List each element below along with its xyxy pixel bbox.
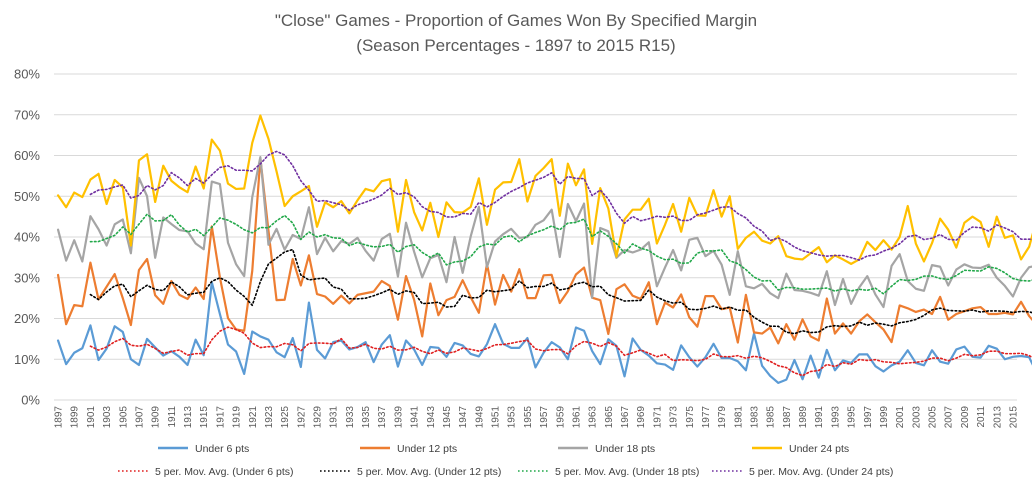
x-tick-label: 1973 (669, 406, 680, 429)
x-tick-label: 1933 (345, 406, 356, 429)
y-tick-label: 40% (14, 230, 40, 245)
x-tick-label: 1987 (782, 406, 793, 429)
legend-label: Under 12 pts (397, 443, 457, 455)
legend-label: Under 18 pts (595, 443, 655, 455)
x-tick-label: 1959 (555, 406, 566, 429)
x-tick-label: 1899 (70, 406, 81, 429)
x-tick-label: 1921 (248, 406, 259, 429)
x-tick-label: 1911 (167, 406, 178, 428)
x-tick-label: 1937 (377, 406, 388, 429)
series-line-under-24-pts (56, 114, 1032, 265)
gridlines (54, 73, 1017, 401)
x-tick-label: 1923 (264, 406, 275, 429)
x-tick-label: 2007 (944, 406, 955, 429)
x-tick-label: 2005 (928, 406, 939, 429)
x-tick-label: 1985 (766, 406, 777, 429)
x-tick-label: 1967 (620, 406, 631, 429)
series-line-5-per-mov-avg-under-18-pts (89, 213, 1032, 295)
x-tick-label: 1945 (442, 406, 453, 429)
x-tick-label: 1969 (636, 406, 647, 429)
chart-subtitle: (Season Percentages - 1897 to 2015 R15) (356, 36, 675, 55)
x-tick-label: 1943 (426, 406, 437, 429)
x-tick-label: 1961 (571, 406, 582, 429)
y-tick-label: 10% (14, 352, 40, 367)
x-tick-label: 1909 (151, 406, 162, 429)
x-tick-label: 1963 (588, 406, 599, 429)
x-tick-label: 1925 (280, 406, 291, 429)
x-tick-label: 2011 (976, 406, 987, 428)
series-line-5-per-mov-avg-under-12-pts (89, 248, 1032, 335)
series-line-under-12-pts (56, 157, 1032, 345)
x-tick-label: 2013 (992, 406, 1003, 429)
x-tick-label: 1989 (798, 406, 809, 429)
x-tick-label: 1915 (199, 406, 210, 429)
y-axis-ticks: 0% 10% 20% 30% 40% 50% 60% 70% 80% (14, 67, 40, 408)
series-line-under-18-pts (56, 156, 1032, 309)
x-tick-label: 1931 (329, 406, 340, 429)
x-tick-label: 1971 (652, 406, 663, 429)
x-tick-label: 1953 (507, 406, 518, 429)
x-tick-label: 2009 (960, 406, 971, 429)
x-tick-label: 2001 (895, 406, 906, 429)
x-tick-label: 1897 (54, 406, 65, 429)
y-tick-label: 0% (21, 393, 40, 408)
x-tick-label: 1991 (814, 406, 825, 429)
series-line-5-per-mov-avg-under-24-pts (89, 150, 1032, 261)
x-tick-label: 1965 (604, 406, 615, 429)
x-tick-label: 1951 (491, 406, 502, 429)
x-tick-label: 2015 (1008, 406, 1019, 429)
x-tick-label: 1939 (393, 406, 404, 429)
chart-title: "Close" Games - Proportion of Games Won … (275, 11, 757, 30)
legend-label: 5 per. Mov. Avg. (Under 18 pts) (555, 466, 699, 478)
x-tick-label: 1957 (539, 406, 550, 429)
x-tick-label: 1907 (134, 406, 145, 429)
y-tick-label: 30% (14, 270, 40, 285)
x-tick-label: 1929 (313, 406, 324, 429)
series-line-5-per-mov-avg-under-6-pts (89, 326, 1032, 377)
x-tick-label: 1917 (215, 406, 226, 429)
y-tick-label: 50% (14, 189, 40, 204)
series-line-under-6-pts (56, 281, 1032, 384)
x-tick-label: 1979 (717, 406, 728, 429)
x-tick-label: 1903 (102, 406, 113, 429)
x-tick-label: 1901 (86, 406, 97, 429)
x-tick-label: 1975 (685, 406, 696, 429)
x-tick-label: 1983 (749, 406, 760, 429)
x-tick-label: 1905 (118, 406, 129, 429)
y-tick-label: 70% (14, 107, 40, 122)
x-tick-label: 2003 (911, 406, 922, 429)
x-tick-label: 1927 (296, 406, 307, 429)
y-tick-label: 80% (14, 67, 40, 82)
legend-label: 5 per. Mov. Avg. (Under 24 pts) (749, 466, 893, 478)
x-tick-label: 1949 (474, 406, 485, 429)
x-tick-label: 1999 (879, 406, 890, 429)
y-tick-label: 60% (14, 148, 40, 163)
legend-label: 5 per. Mov. Avg. (Under 6 pts) (155, 466, 294, 478)
legend: Under 6 pts Under 12 pts Under 18 pts Under… (118, 443, 893, 478)
x-tick-label: 1995 (847, 406, 858, 429)
series-lines (56, 114, 1032, 384)
x-tick-label: 1919 (232, 406, 243, 429)
x-tick-label: 1935 (361, 406, 372, 429)
x-tick-label: 1997 (863, 406, 874, 429)
x-tick-label: 1955 (523, 406, 534, 429)
x-tick-label: 1913 (183, 406, 194, 429)
x-tick-label: 1981 (733, 406, 744, 429)
x-tick-label: 1941 (410, 406, 421, 429)
legend-label: 5 per. Mov. Avg. (Under 12 pts) (357, 466, 501, 478)
y-tick-label: 20% (14, 311, 40, 326)
legend-label: Under 6 pts (195, 443, 249, 455)
x-axis-ticks: 1897 1899 1901 1903 1905 1907 1909 1911 1913 1915… (54, 406, 1020, 429)
x-tick-label: 1993 (830, 406, 841, 429)
x-tick-label: 1947 (458, 406, 469, 429)
legend-label: Under 24 pts (789, 443, 849, 455)
x-tick-label: 1977 (701, 406, 712, 429)
